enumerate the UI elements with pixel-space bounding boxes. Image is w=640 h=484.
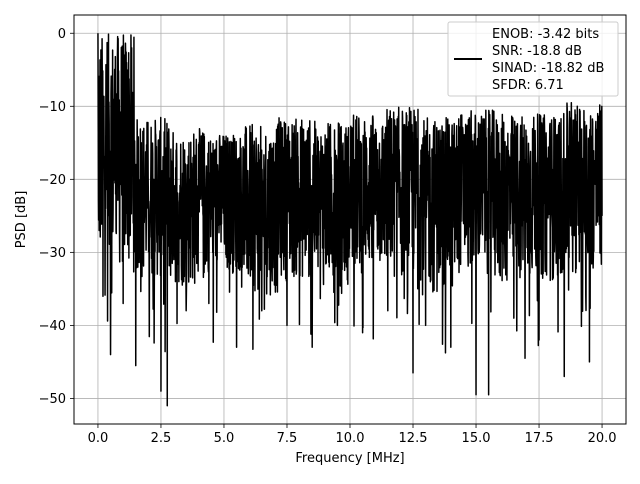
x-tick-label: 15.0	[462, 431, 491, 446]
y-axis-label: PSD [dB]	[14, 191, 29, 249]
legend-box	[447, 21, 619, 97]
x-tick-label: 20.0	[588, 431, 617, 446]
legend-label-line: SFDR: 6.71	[492, 78, 564, 93]
y-tick-label: 0	[58, 27, 66, 42]
legend-label-line: ENOB: -3.42 bits	[492, 27, 599, 42]
legend-label-line: SNR: -18.8 dB	[492, 44, 582, 59]
legend-label: ENOB: -3.42 bits SNR: -18.8 dB SINAD: -18.…	[492, 27, 604, 93]
x-tick-layer: 0.0 2.5 5.0 7.5 10.0 12.5 15.0 17.5 20.0	[88, 424, 617, 446]
x-tick-label: 2.5	[151, 431, 172, 446]
legend: ENOB: -3.42 bits SNR: -18.8 dB SINAD: -18.…	[447, 21, 619, 97]
x-tick-label: 0.0	[88, 431, 109, 446]
y-tick-label: −40	[39, 319, 66, 334]
y-tick-label: −10	[39, 100, 66, 115]
y-tick-label: −50	[39, 392, 66, 407]
legend-label-line: SINAD: -18.82 dB	[492, 61, 604, 76]
x-tick-label: 12.5	[399, 431, 428, 446]
x-tick-label: 17.5	[525, 431, 554, 446]
y-tick-label: −20	[39, 173, 66, 188]
series-layer	[97, 33, 603, 407]
x-axis-label: Frequency [MHz]	[295, 451, 404, 466]
psd-series-line	[97, 33, 603, 407]
y-tick-label: −30	[39, 246, 66, 261]
y-tick-layer: 0 −10 −20 −30 −40 −50	[39, 27, 74, 407]
x-tick-label: 7.5	[277, 431, 298, 446]
x-tick-label: 10.0	[336, 431, 365, 446]
x-tick-label: 5.0	[214, 431, 235, 446]
